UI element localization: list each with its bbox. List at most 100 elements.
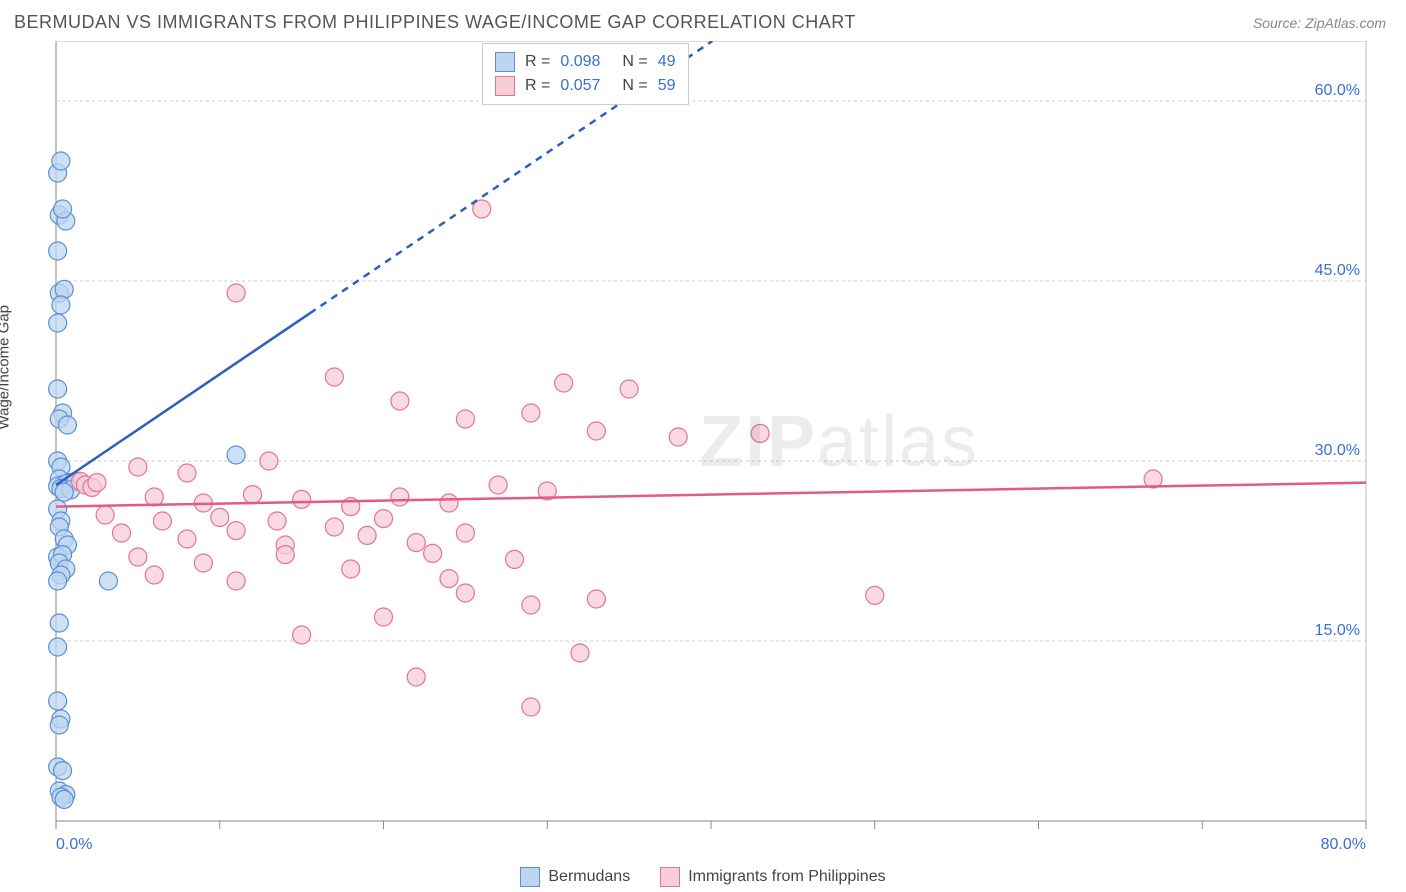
- data-point: [49, 242, 67, 260]
- y-tick-label: 15.0%: [1315, 622, 1360, 639]
- data-point: [49, 572, 67, 590]
- legend-swatch: [495, 52, 515, 72]
- data-point: [54, 200, 72, 218]
- chart-container: Wage/Income Gap 15.0%30.0%45.0%60.0%0.0%…: [14, 41, 1386, 861]
- data-point: [178, 530, 196, 548]
- legend-n-label: N =: [622, 77, 647, 95]
- data-point: [145, 488, 163, 506]
- x-tick-label: 0.0%: [56, 836, 92, 853]
- data-point: [391, 392, 409, 410]
- data-point: [227, 446, 245, 464]
- data-point: [293, 626, 311, 644]
- correlation-legend-row: R = 0.098 N = 49: [495, 50, 676, 74]
- data-point: [555, 374, 573, 392]
- data-point: [522, 404, 540, 422]
- data-point: [50, 716, 68, 734]
- y-tick-label: 60.0%: [1315, 82, 1360, 99]
- series-label: Immigrants from Philippines: [688, 868, 885, 886]
- data-point: [620, 380, 638, 398]
- legend-n-label: N =: [622, 53, 647, 71]
- data-point: [194, 554, 212, 572]
- data-point: [49, 638, 67, 656]
- legend-r-label: R =: [525, 53, 550, 71]
- data-point: [587, 590, 605, 608]
- data-point: [440, 494, 458, 512]
- y-tick-label: 30.0%: [1315, 442, 1360, 459]
- legend-swatch: [495, 76, 515, 96]
- data-point: [227, 522, 245, 540]
- chart-title: BERMUDAN VS IMMIGRANTS FROM PHILIPPINES …: [14, 12, 856, 33]
- data-point: [293, 490, 311, 508]
- data-point: [456, 410, 474, 428]
- data-point: [456, 524, 474, 542]
- chart-header: BERMUDAN VS IMMIGRANTS FROM PHILIPPINES …: [0, 0, 1406, 41]
- correlation-legend: R = 0.098 N = 49 R = 0.057 N = 59: [482, 43, 689, 105]
- data-point: [358, 526, 376, 544]
- data-point: [456, 584, 474, 602]
- data-point: [244, 486, 262, 504]
- data-point: [58, 416, 76, 434]
- data-point: [571, 644, 589, 662]
- legend-r-value: 0.057: [560, 77, 600, 95]
- data-point: [866, 586, 884, 604]
- data-point: [54, 762, 72, 780]
- data-point: [153, 512, 171, 530]
- data-point: [49, 380, 67, 398]
- data-point: [55, 790, 73, 808]
- data-point: [489, 476, 507, 494]
- data-point: [88, 474, 106, 492]
- data-point: [522, 698, 540, 716]
- legend-r-label: R =: [525, 77, 550, 95]
- series-legend-item: Bermudans: [520, 867, 630, 887]
- data-point: [407, 668, 425, 686]
- data-point: [669, 428, 687, 446]
- data-point: [342, 560, 360, 578]
- data-point: [49, 692, 67, 710]
- legend-r-value: 0.098: [560, 53, 600, 71]
- data-point: [268, 512, 286, 530]
- data-point: [96, 506, 114, 524]
- y-axis-label: Wage/Income Gap: [0, 305, 13, 430]
- data-point: [55, 280, 73, 298]
- data-point: [50, 614, 68, 632]
- data-point: [99, 572, 117, 590]
- data-point: [49, 314, 67, 332]
- correlation-legend-row: R = 0.057 N = 59: [495, 74, 676, 98]
- data-point: [113, 524, 131, 542]
- x-tick-label: 80.0%: [1321, 836, 1366, 853]
- data-point: [129, 458, 147, 476]
- data-point: [52, 152, 70, 170]
- data-point: [375, 510, 393, 528]
- points-group: [49, 152, 1162, 808]
- legend-n-value: 49: [658, 53, 676, 71]
- y-tick-label: 45.0%: [1315, 262, 1360, 279]
- data-point: [424, 544, 442, 562]
- series-legend: Bermudans Immigrants from Philippines: [0, 867, 1406, 887]
- series-label: Bermudans: [548, 868, 630, 886]
- chart-source: Source: ZipAtlas.com: [1253, 15, 1386, 31]
- data-point: [55, 483, 73, 501]
- data-point: [325, 518, 343, 536]
- data-point: [391, 488, 409, 506]
- data-point: [522, 596, 540, 614]
- data-point: [211, 508, 229, 526]
- data-point: [751, 424, 769, 442]
- data-point: [325, 368, 343, 386]
- legend-swatch: [660, 867, 680, 887]
- data-point: [375, 608, 393, 626]
- data-point: [52, 296, 70, 314]
- series-legend-item: Immigrants from Philippines: [660, 867, 885, 887]
- data-point: [227, 284, 245, 302]
- data-point: [506, 550, 524, 568]
- data-point: [587, 422, 605, 440]
- data-point: [407, 534, 425, 552]
- data-point: [129, 548, 147, 566]
- data-point: [145, 566, 163, 584]
- data-point: [276, 546, 294, 564]
- data-point: [440, 570, 458, 588]
- data-point: [227, 572, 245, 590]
- data-point: [260, 452, 278, 470]
- legend-n-value: 59: [658, 77, 676, 95]
- legend-swatch: [520, 867, 540, 887]
- data-point: [178, 464, 196, 482]
